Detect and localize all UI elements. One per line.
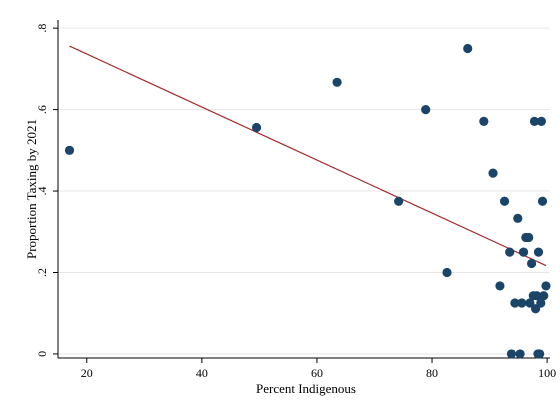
data-point-8 (488, 168, 498, 178)
data-point-9 (495, 281, 505, 291)
x-ticks: 20 40 60 80 100 (81, 358, 556, 380)
data-point-10 (499, 196, 510, 206)
data-point-6 (463, 43, 473, 54)
data-point-1 (251, 122, 262, 133)
data-point-14 (513, 213, 523, 223)
y-tick-label-0: 0 (35, 351, 49, 357)
data-point-11 (505, 247, 515, 257)
data-point-19 (524, 232, 534, 243)
data-point-4 (421, 104, 431, 115)
data-point-3 (394, 196, 404, 206)
data-point-13 (510, 298, 520, 308)
x-tick-label-3: 80 (426, 366, 438, 380)
data-point-33 (541, 281, 551, 291)
data-point-21 (526, 258, 537, 269)
data-point-23 (529, 116, 540, 126)
y-axis-label: Proportion Taxing by 2021 (24, 119, 39, 259)
x-tick-label-2: 60 (311, 366, 323, 380)
y-tick-label-1: .2 (35, 268, 49, 277)
y-tick-label-2: .4 (35, 187, 49, 196)
x-axis-label: Percent Indigenous (256, 381, 356, 396)
data-point-30 (536, 116, 546, 126)
y-tick-label-4: .8 (35, 24, 49, 33)
data-point-31 (537, 196, 548, 206)
data-point-17 (518, 247, 529, 257)
y-tick-label-3: .6 (35, 105, 49, 114)
data-point-0 (64, 145, 75, 155)
data-point-7 (479, 116, 489, 126)
x-tick-label-0: 20 (81, 366, 93, 380)
x-tick-label-4: 100 (538, 366, 556, 380)
data-point-25 (532, 291, 542, 301)
fit-line-group (69, 45, 547, 267)
y-ticks: 0 .2 .4 .6 .8 (35, 24, 58, 357)
data-point-2 (332, 77, 342, 87)
data-point-5 (442, 267, 452, 278)
data-point-27 (533, 247, 544, 257)
gridlines (58, 27, 550, 355)
axes (57, 20, 550, 359)
fit-line (69, 45, 547, 267)
data-point-28 (535, 349, 545, 359)
data-point-15 (515, 349, 525, 359)
data-point-12 (506, 349, 517, 359)
data-point-20 (525, 298, 535, 308)
data-point-32 (539, 291, 549, 301)
data-point-29 (536, 298, 546, 308)
x-tick-label-1: 40 (196, 366, 208, 380)
data-point-16 (517, 298, 527, 308)
points (64, 43, 551, 359)
